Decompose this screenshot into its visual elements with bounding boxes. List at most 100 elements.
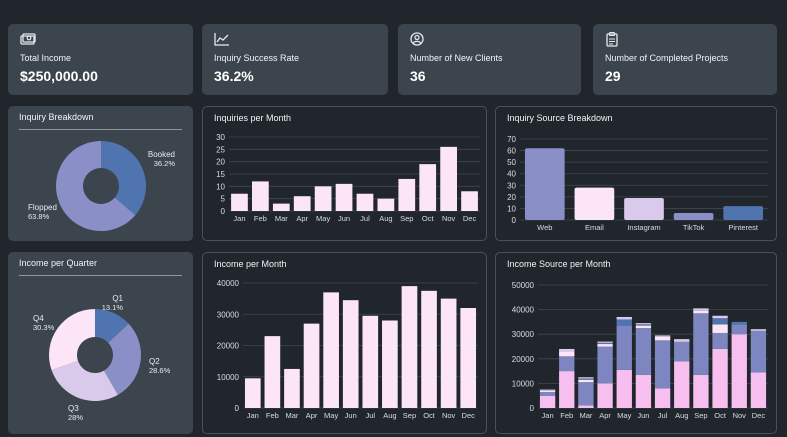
bar [335, 183, 353, 211]
bar [440, 146, 457, 211]
slice-percent-label: 28% [68, 413, 83, 422]
stacked-bar-segment [616, 369, 632, 408]
y-tick-label: 20000 [217, 342, 240, 351]
slice-percent-label: 13.1% [102, 303, 124, 312]
stacked-bar-segment [635, 323, 652, 325]
bar [401, 286, 418, 408]
stacked-bar-segment [578, 382, 594, 406]
stacked-bar-segment [597, 346, 613, 384]
stacked-bar-segment [539, 389, 556, 391]
slice-label: Q1 [112, 294, 123, 303]
x-tick-label: Feb [254, 214, 267, 223]
y-tick-label: 50000 [512, 281, 535, 290]
x-tick-label: Jan [247, 411, 259, 420]
stacked-bar-segment [731, 324, 747, 335]
y-tick-label: 0 [530, 404, 535, 413]
kpi-label: Number of Completed Projects [605, 53, 729, 63]
pie-slice [101, 141, 147, 216]
stacked-bar-segment [712, 318, 728, 325]
x-tick-label: Dec [752, 411, 766, 420]
inquiry-source-breakdown-panel: Inquiry Source Breakdown 0 10 20 30 40 50 60 70… [495, 106, 777, 241]
x-tick-label: Jan [233, 214, 245, 223]
x-tick-label: May [316, 214, 330, 223]
stacked-bar-segment [654, 388, 671, 408]
x-tick-label: Nov [733, 411, 747, 420]
bar [574, 187, 615, 220]
slice-percent-label: 30.3% [33, 323, 55, 332]
y-tick-label: 30 [507, 181, 516, 190]
y-tick-label: 20000 [512, 355, 535, 364]
stacked-bar-segment [559, 356, 575, 372]
pie-slice [103, 323, 141, 395]
x-tick-label: Apr [306, 411, 318, 420]
stacked-bar-segment [635, 328, 652, 375]
inquiry-source-breakdown-chart: 0 10 20 30 40 50 60 70 Web Email Instagram TikTok Pi… [507, 135, 768, 232]
stacked-bar-segment [616, 325, 632, 370]
stacked-bar-segment [597, 342, 613, 345]
x-tick-label: Email [585, 223, 604, 232]
stacked-bar-segment [712, 348, 728, 408]
bar [673, 213, 714, 220]
slice-label: Flopped [28, 203, 57, 212]
bar [314, 186, 332, 211]
cash-icon [20, 33, 36, 45]
x-tick-label: Jul [360, 214, 370, 223]
bar [440, 298, 457, 408]
x-tick-label: Jun [637, 411, 649, 420]
bar [264, 336, 281, 408]
title-divider [19, 129, 182, 130]
stacked-bar-segment [597, 344, 613, 347]
pie-slice [51, 360, 118, 401]
stacked-bar-segment [597, 383, 613, 408]
x-tick-label: Instagram [627, 223, 660, 232]
pie-slice [48, 309, 95, 371]
bar [398, 178, 416, 211]
stacked-bar-segment [693, 308, 709, 311]
x-tick-label: Jul [365, 411, 375, 420]
stacked-bar-segment [654, 335, 671, 337]
stacked-bar-segment [712, 324, 728, 333]
bar [303, 323, 320, 408]
bar [252, 181, 269, 211]
stacked-bar-segment [712, 315, 728, 319]
stacked-bar-segment [654, 336, 671, 341]
bar [272, 203, 290, 211]
x-tick-label: Pinterest [728, 223, 759, 232]
x-tick-label: Sep [694, 411, 707, 420]
stacked-bar-segment [539, 395, 556, 408]
bar [231, 193, 248, 211]
bar [342, 300, 359, 408]
income-per-month-panel: Income per Month 0 10000 20000 30000 40000 Ja… [202, 252, 487, 434]
x-tick-label: Jan [542, 411, 554, 420]
y-tick-label: 30000 [217, 310, 240, 319]
y-tick-label: 10000 [512, 379, 535, 388]
x-tick-label: Aug [675, 411, 688, 420]
bar [362, 315, 379, 408]
income-source-per-month-chart: 0 10000 20000 30000 40000 50000 Jan Feb Mar Apr Ma… [512, 281, 768, 420]
y-tick-label: 5 [221, 195, 226, 204]
y-tick-label: 15 [216, 170, 225, 179]
x-tick-label: Nov [442, 214, 456, 223]
x-tick-label: Mar [579, 411, 592, 420]
bar [421, 290, 437, 408]
kpi-value: 36 [410, 68, 426, 84]
panel-title: Inquiry Breakdown [19, 112, 94, 122]
stacked-bar-segment [559, 351, 575, 357]
x-tick-label: May [324, 411, 338, 420]
bar [244, 378, 261, 408]
kpi-value: 29 [605, 68, 621, 84]
y-tick-label: 30 [216, 133, 225, 142]
y-tick-label: 10 [507, 204, 516, 213]
y-tick-label: 40 [507, 170, 516, 179]
stacked-bar-segment [578, 377, 594, 379]
panel-title: Income per Quarter [19, 258, 98, 268]
income-per-month-chart: 0 10000 20000 30000 40000 Jan Feb Mar Apr May Jun J… [217, 279, 478, 420]
y-tick-label: 10 [216, 182, 225, 191]
bar [377, 198, 395, 211]
title-divider [19, 275, 182, 276]
stacked-bar-segment [693, 374, 709, 408]
stacked-bar-segment [654, 340, 671, 389]
bar [382, 320, 398, 408]
